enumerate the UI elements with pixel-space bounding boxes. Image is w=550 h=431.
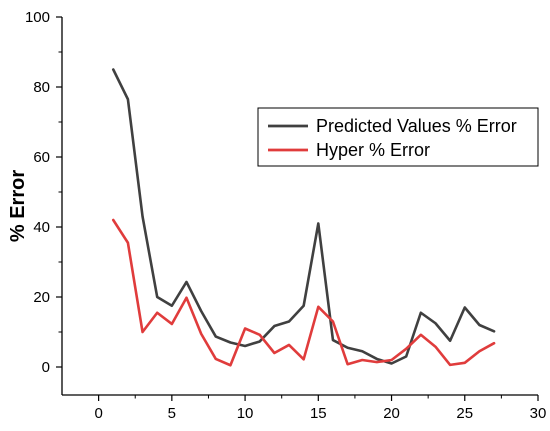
y-tick-label: 80 [33,79,50,96]
y-tick-label: 20 [33,289,50,306]
legend-box [257,107,539,167]
series-line-2 [111,218,496,367]
x-tick-label: 30 [530,405,547,422]
y-tick-label: 60 [33,149,50,166]
y-axis-title: % Error [7,170,29,242]
legend: Predicted Values % Error Hyper % Error [257,107,539,167]
series-line-1 [111,68,496,365]
x-tick-label: 20 [383,405,400,422]
x-tick-label: 0 [94,405,102,422]
y-tick-label: 40 [33,219,50,236]
y-tick-label: 0 [42,359,50,376]
x-tick-label: 25 [456,405,473,422]
ticks: 0 5 10 15 20 25 30 0 20 40 60 80 100 [25,9,546,422]
x-tick-label: 5 [168,405,176,422]
legend-label: Predicted Values % Error [316,116,517,136]
legend-label: Hyper % Error [316,140,430,160]
x-tick-label: 15 [310,405,327,422]
y-tick-label: 100 [25,9,50,26]
x-tick-label: 10 [237,405,254,422]
series-lines [111,68,496,367]
axes [61,17,538,396]
